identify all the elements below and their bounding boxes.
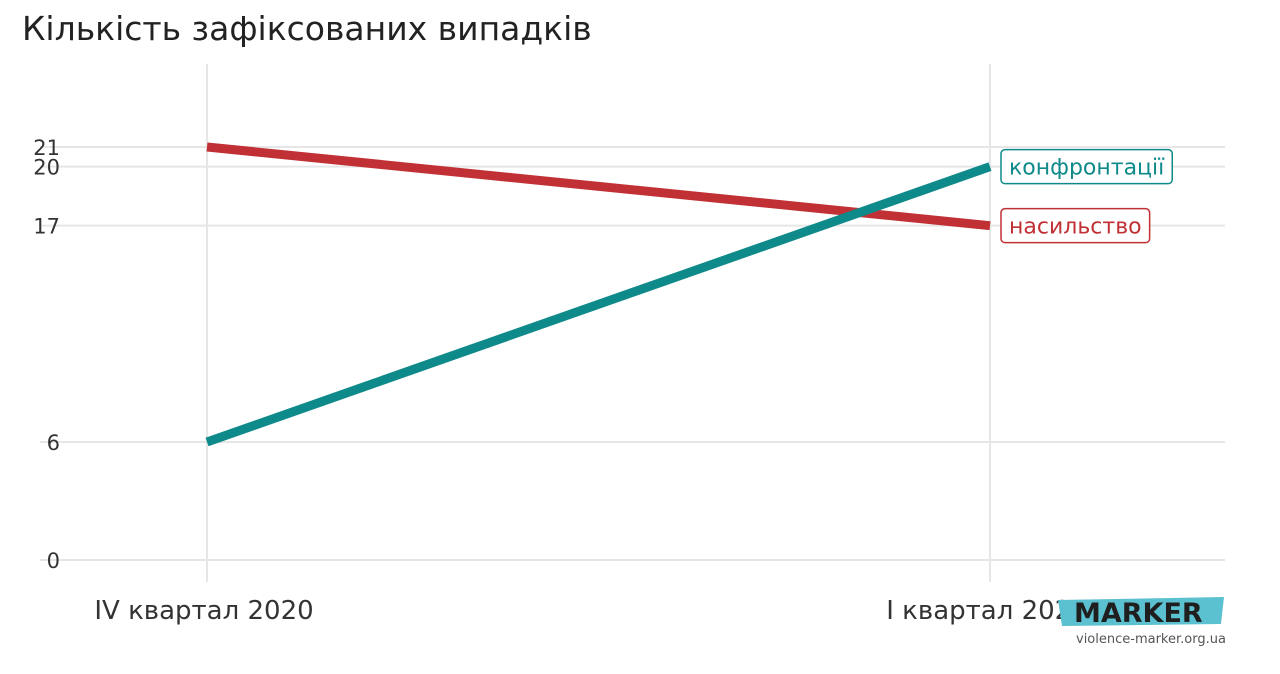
- series-label-box: [1000, 207, 1151, 244]
- site-url: violence-marker.org.ua: [1076, 632, 1226, 647]
- y-tick-label: 21: [33, 136, 60, 160]
- y-tick-label: 20: [33, 156, 60, 180]
- marker-logo: MARKER violence-marker.org.ua: [1058, 597, 1226, 647]
- y-tick-label: 17: [33, 215, 60, 239]
- y-axis: 0 6 17 2021: [33, 136, 60, 573]
- series-label-box: [1000, 148, 1173, 185]
- series-line: [206, 142, 991, 231]
- x-axis: IV квартал 2020 I квартал 2021: [94, 596, 1087, 626]
- series-end-label: насильство: [1000, 207, 1151, 244]
- series-label-text: насильство: [1009, 215, 1142, 240]
- series-lines: [205, 142, 992, 447]
- x-tick-label: I квартал 2021: [886, 596, 1088, 626]
- grid: [40, 64, 1225, 582]
- y-tick-label: 0: [47, 549, 60, 573]
- series-end-label: конфронтації: [1000, 148, 1173, 185]
- y-tick-label: 6: [47, 431, 60, 455]
- series-label-text: конфронтації: [1009, 156, 1165, 181]
- series-labels: насильство конфронтації: [1000, 148, 1173, 244]
- series-line: [205, 162, 992, 447]
- logo-text: MARKER: [1074, 598, 1203, 629]
- logo-brush-shape: [1058, 597, 1224, 626]
- x-tick-label: IV квартал 2020: [94, 596, 313, 626]
- chart-title: Кількість зафіксованих випадків: [22, 9, 592, 48]
